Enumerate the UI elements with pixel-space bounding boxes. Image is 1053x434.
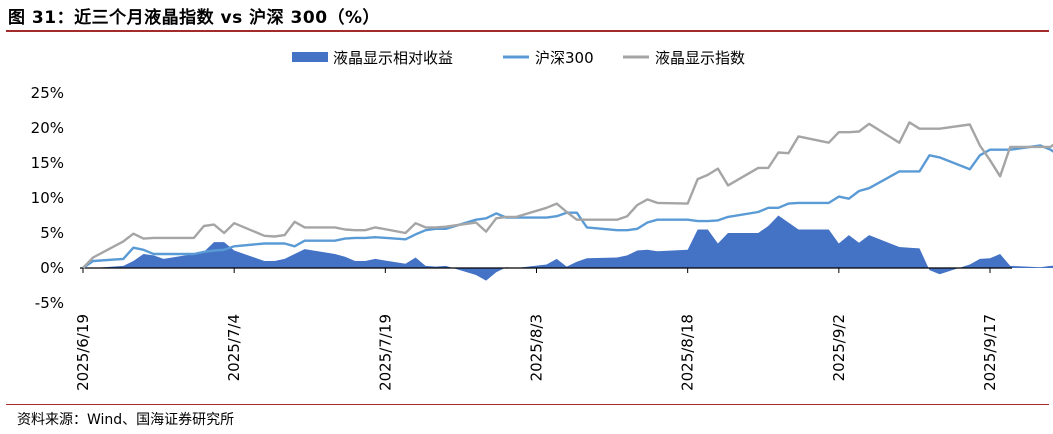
y-tick-label: 5% xyxy=(40,224,64,242)
series-line-lcd-index xyxy=(82,121,1053,269)
legend: 液晶显示相对收益 沪深300 液晶显示指数 xyxy=(292,49,745,67)
series-line-hs300 xyxy=(82,144,1053,269)
title-rule xyxy=(6,30,1049,32)
x-tick-label: 2025/9/17 xyxy=(981,314,999,391)
legend-item: 液晶显示指数 xyxy=(623,49,745,67)
x-tick-label: 2025/7/4 xyxy=(225,314,243,381)
legend-label: 沪深300 xyxy=(535,49,594,67)
x-axis: 2025/6/19 2025/7/4 2025/7/19 2025/8/3 2025/8… xyxy=(74,268,999,391)
source-note: 资料来源：Wind、国海证券研究所 xyxy=(17,412,235,428)
legend-label: 液晶显示指数 xyxy=(655,49,745,67)
x-tick-label: 2025/8/3 xyxy=(528,314,546,381)
plot-area xyxy=(80,121,1053,281)
y-tick-label: -5% xyxy=(35,294,64,312)
x-tick-label: 2025/9/2 xyxy=(830,314,848,381)
x-tick-label: 2025/8/18 xyxy=(679,314,697,391)
y-tick-label: 15% xyxy=(31,154,64,172)
y-tick-label: 10% xyxy=(31,189,64,207)
chart: 液晶显示相对收益 沪深300 液晶显示指数 -5%0%5%10%15%20%25% … xyxy=(31,49,1053,391)
y-tick-label: 20% xyxy=(31,119,64,137)
series-area-relative-return xyxy=(83,215,1053,281)
y-tick-label: 25% xyxy=(31,84,64,102)
figure-title: 图 31：近三个月液晶指数 vs 沪深 300（%） xyxy=(8,8,381,28)
legend-item: 液晶显示相对收益 xyxy=(292,49,453,67)
source-rule xyxy=(6,404,1049,405)
legend-label: 液晶显示相对收益 xyxy=(333,49,453,67)
y-tick-label: 0% xyxy=(40,259,64,277)
x-tick-label: 2025/7/19 xyxy=(376,314,394,391)
y-axis: -5% 0% 5% 10% 15% 20% 25% xyxy=(31,84,64,312)
legend-item: 沪深300 xyxy=(503,49,594,67)
x-tick-label: 2025/6/19 xyxy=(74,314,92,391)
legend-swatch xyxy=(292,52,328,62)
